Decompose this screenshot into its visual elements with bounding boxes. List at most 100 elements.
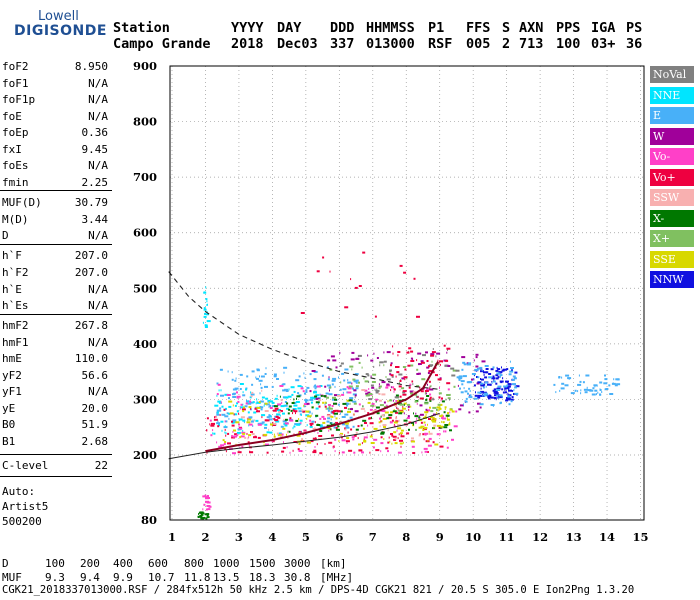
- echo-point: [449, 393, 451, 396]
- echo-point: [565, 374, 570, 377]
- echo-point: [429, 387, 431, 390]
- echo-point: [499, 380, 504, 383]
- echo-point: [247, 437, 249, 440]
- echo-point: [365, 373, 369, 376]
- echo-point: [427, 383, 428, 386]
- echo-point: [216, 411, 219, 414]
- echo-point: [354, 286, 358, 289]
- echo-point: [468, 387, 471, 390]
- echo-point: [333, 422, 335, 425]
- echo-point: [371, 434, 373, 437]
- echo-point: [378, 383, 380, 386]
- echo-point: [380, 442, 384, 445]
- echo-point: [476, 382, 480, 385]
- echo-point: [382, 424, 387, 427]
- echo-point: [475, 356, 478, 359]
- echo-point: [217, 420, 219, 423]
- echo-point: [424, 411, 429, 414]
- echo-point: [282, 383, 286, 386]
- echo-point: [217, 400, 222, 403]
- echo-point: [207, 495, 209, 497]
- echo-point: [282, 420, 286, 422]
- echo-point: [265, 367, 267, 370]
- echo-point: [386, 417, 390, 420]
- echo-point: [382, 417, 387, 420]
- echo-point: [280, 425, 284, 428]
- echo-point: [247, 418, 252, 421]
- echo-point: [499, 374, 503, 377]
- echo-point: [423, 421, 426, 424]
- footer-cell: 18.3: [249, 571, 276, 584]
- echo-point: [449, 411, 451, 414]
- echo-point: [403, 403, 405, 406]
- echo-point: [400, 445, 402, 448]
- header-value-8: 713: [519, 36, 544, 52]
- echo-point: [514, 371, 518, 374]
- echo-point: [201, 517, 204, 520]
- echo-point: [225, 434, 227, 437]
- echo-point: [437, 359, 439, 362]
- echo-point: [218, 424, 220, 427]
- header-label-8: AXN: [519, 20, 544, 36]
- echo-point: [249, 401, 254, 404]
- echo-point: [206, 451, 208, 454]
- echo-point: [362, 405, 364, 408]
- echo-point: [232, 430, 234, 433]
- echo-point: [395, 394, 399, 397]
- echo-point: [466, 381, 471, 384]
- echo-point: [603, 382, 608, 385]
- echo-point: [319, 385, 323, 387]
- echo-point: [307, 415, 312, 418]
- echo-point: [309, 398, 314, 401]
- echo-point: [514, 386, 518, 389]
- echo-point: [205, 497, 209, 500]
- echo-point: [214, 404, 219, 407]
- echo-point: [363, 439, 367, 442]
- echo-point: [410, 405, 412, 408]
- echo-point: [439, 445, 444, 448]
- echo-point: [362, 427, 365, 430]
- param-separator: [0, 244, 112, 245]
- echo-point: [328, 429, 330, 432]
- echo-point: [298, 418, 300, 420]
- header-label-3: DDD: [330, 20, 355, 36]
- echo-point: [368, 381, 370, 383]
- echo-point: [313, 370, 318, 373]
- echo-point: [419, 386, 421, 389]
- echo-point: [386, 378, 391, 381]
- x-tick-label: 2: [201, 530, 209, 544]
- param-value: 8.950: [74, 60, 108, 73]
- echo-point: [358, 449, 362, 452]
- echo-point: [418, 426, 423, 429]
- header-label-6: FFS: [466, 20, 491, 36]
- echo-point: [392, 435, 397, 438]
- echo-point: [399, 264, 403, 267]
- echo-point: [239, 436, 242, 439]
- echo-point: [206, 304, 208, 306]
- param-row: hmF2 267.8: [2, 319, 108, 335]
- echo-point: [260, 383, 262, 386]
- footer-cell: 3000: [284, 557, 311, 570]
- echo-points: [197, 251, 621, 520]
- echo-point: [297, 385, 302, 388]
- echo-point: [464, 390, 468, 393]
- param-row: hmF1 N/A: [2, 336, 108, 352]
- echo-point: [353, 434, 357, 437]
- legend-item: Vo-: [650, 148, 694, 165]
- echo-point: [234, 404, 237, 407]
- param-name: D: [2, 229, 9, 242]
- echo-point: [347, 379, 349, 382]
- param-value: 20.0: [81, 402, 109, 415]
- echo-point: [339, 351, 341, 354]
- y-tick-label: 900: [133, 59, 157, 73]
- echo-point: [469, 394, 472, 397]
- echo-point: [438, 396, 441, 399]
- echo-point: [324, 385, 327, 388]
- param-name: foF1: [2, 77, 29, 90]
- echo-point: [453, 385, 456, 388]
- param-value: N/A: [88, 77, 108, 90]
- echo-point: [491, 382, 493, 384]
- echo-point: [241, 408, 246, 411]
- param-name: C-level: [2, 459, 49, 472]
- echo-point: [250, 431, 253, 433]
